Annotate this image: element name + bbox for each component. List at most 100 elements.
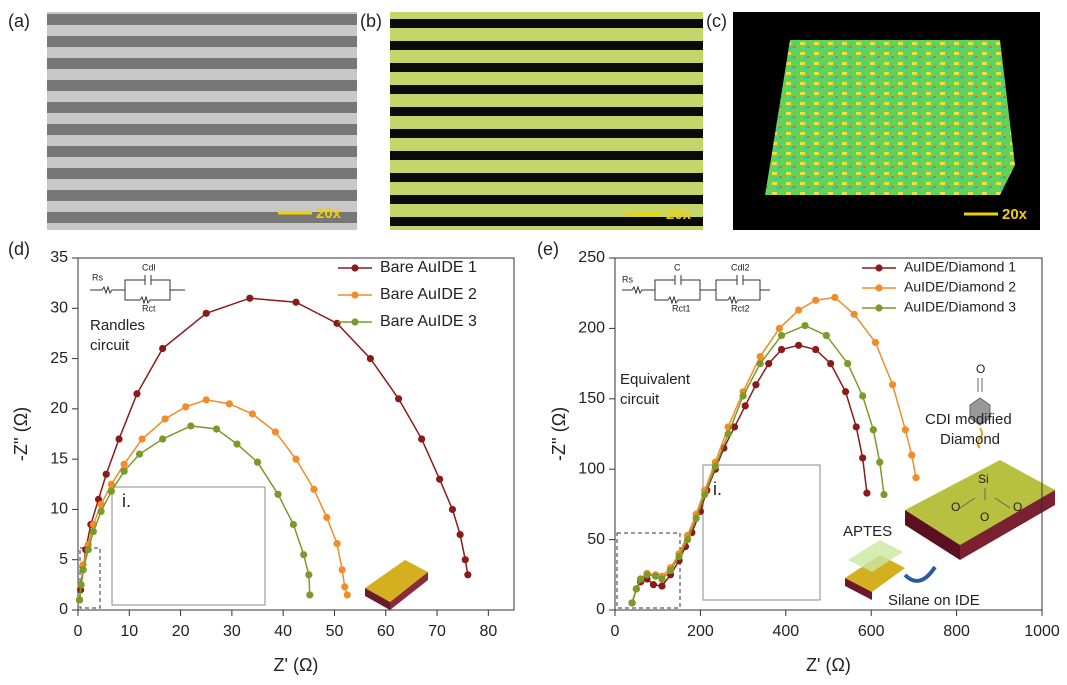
atom-label: Si	[978, 472, 989, 486]
x-tick-label: 20	[172, 623, 190, 640]
data-point	[115, 435, 122, 442]
y-tick-label: 20	[50, 400, 68, 417]
data-point	[246, 295, 253, 302]
data-point	[136, 451, 143, 458]
data-point	[121, 468, 128, 475]
x-tick-label: 1000	[1024, 623, 1060, 640]
y-axis-label: -Z'' (Ω)	[11, 407, 31, 461]
micrograph	[390, 12, 703, 230]
x-tick-label: 30	[223, 623, 241, 640]
data-point	[778, 332, 785, 339]
data-point	[851, 311, 858, 318]
data-point	[908, 452, 915, 459]
legend-label: AuIDE/Diamond 3	[904, 299, 1016, 315]
circuit-label: C	[674, 262, 681, 272]
data-point	[310, 486, 317, 493]
data-point	[757, 360, 764, 367]
annotation: Silane on IDE	[888, 592, 980, 609]
circuit-label: Rs	[92, 272, 103, 282]
data-point	[249, 410, 256, 417]
series-line	[632, 326, 884, 603]
data-point	[76, 596, 83, 603]
data-point	[872, 339, 879, 346]
scale-label: 20x	[1002, 206, 1028, 223]
data-point	[139, 435, 146, 442]
x-tick-label: 0	[611, 623, 620, 640]
x-tick-label: 200	[687, 623, 714, 640]
micrograph	[47, 12, 357, 230]
legend-label: Bare AuIDE 2	[380, 286, 477, 303]
data-point	[876, 459, 883, 466]
y-tick-label: 0	[596, 601, 605, 618]
data-point	[395, 395, 402, 402]
data-point	[121, 461, 128, 468]
data-point	[187, 422, 194, 429]
annotation: Diamond	[940, 431, 1000, 448]
data-point	[863, 490, 870, 497]
y-tick-label: 250	[578, 249, 605, 266]
data-point	[162, 415, 169, 422]
x-tick-label: 400	[772, 623, 799, 640]
data-point	[870, 426, 877, 433]
legend-marker	[351, 291, 358, 298]
data-point	[182, 403, 189, 410]
data-point	[652, 573, 659, 580]
data-point	[290, 521, 297, 528]
circuit-label: Cdl	[142, 262, 156, 272]
data-point	[341, 583, 348, 590]
data-point	[725, 430, 732, 437]
legend-marker	[875, 304, 882, 311]
panel-b: (b) 20x	[360, 11, 703, 230]
data-point	[643, 571, 650, 578]
x-tick-label: 600	[858, 623, 885, 640]
data-point	[272, 428, 279, 435]
data-point	[628, 599, 635, 606]
y-axis-label: -Z'' (Ω)	[549, 407, 569, 461]
data-point	[842, 388, 849, 395]
data-point	[203, 396, 210, 403]
data-point	[449, 506, 456, 513]
y-tick-label: 5	[59, 551, 68, 568]
data-point	[108, 488, 115, 495]
atom-label: O	[951, 500, 960, 514]
panel-label: (e)	[537, 239, 559, 259]
x-tick-label: 50	[326, 623, 344, 640]
data-point	[457, 531, 464, 538]
panel-a: (a) 20x	[8, 11, 357, 230]
data-point	[675, 553, 682, 560]
data-point	[103, 471, 110, 478]
annotation: Equivalent	[620, 371, 691, 388]
data-point	[765, 360, 772, 367]
data-point	[667, 567, 674, 574]
data-point	[436, 476, 443, 483]
figure: (a) 20x (b) 20x (c) 20x Rs Cdl Rct Randl…	[0, 0, 1067, 680]
data-point	[880, 491, 887, 498]
data-point	[90, 528, 97, 535]
data-point	[902, 426, 909, 433]
data-point	[80, 566, 87, 573]
atom-label: O	[976, 362, 985, 376]
series-line	[80, 298, 468, 600]
data-point	[213, 425, 220, 432]
data-point	[77, 581, 84, 588]
y-tick-label: 50	[587, 531, 605, 548]
annotation: APTES	[843, 523, 892, 540]
panel-label: (a)	[8, 11, 30, 31]
data-point	[226, 400, 233, 407]
legend-marker	[875, 284, 882, 291]
data-point	[367, 355, 374, 362]
data-point	[742, 402, 749, 409]
y-tick-label: 35	[50, 249, 68, 266]
annotation: CDI modified	[925, 411, 1012, 428]
annotation: circuit	[620, 391, 660, 408]
data-point	[292, 299, 299, 306]
data-point	[203, 310, 210, 317]
data-point	[233, 440, 240, 447]
data-point	[133, 390, 140, 397]
x-tick-label: 800	[943, 623, 970, 640]
inset-label: i.	[713, 479, 722, 499]
legend-marker	[351, 264, 358, 271]
scale-label: 20x	[316, 205, 342, 222]
legend-marker	[351, 318, 358, 325]
data-point	[795, 342, 802, 349]
